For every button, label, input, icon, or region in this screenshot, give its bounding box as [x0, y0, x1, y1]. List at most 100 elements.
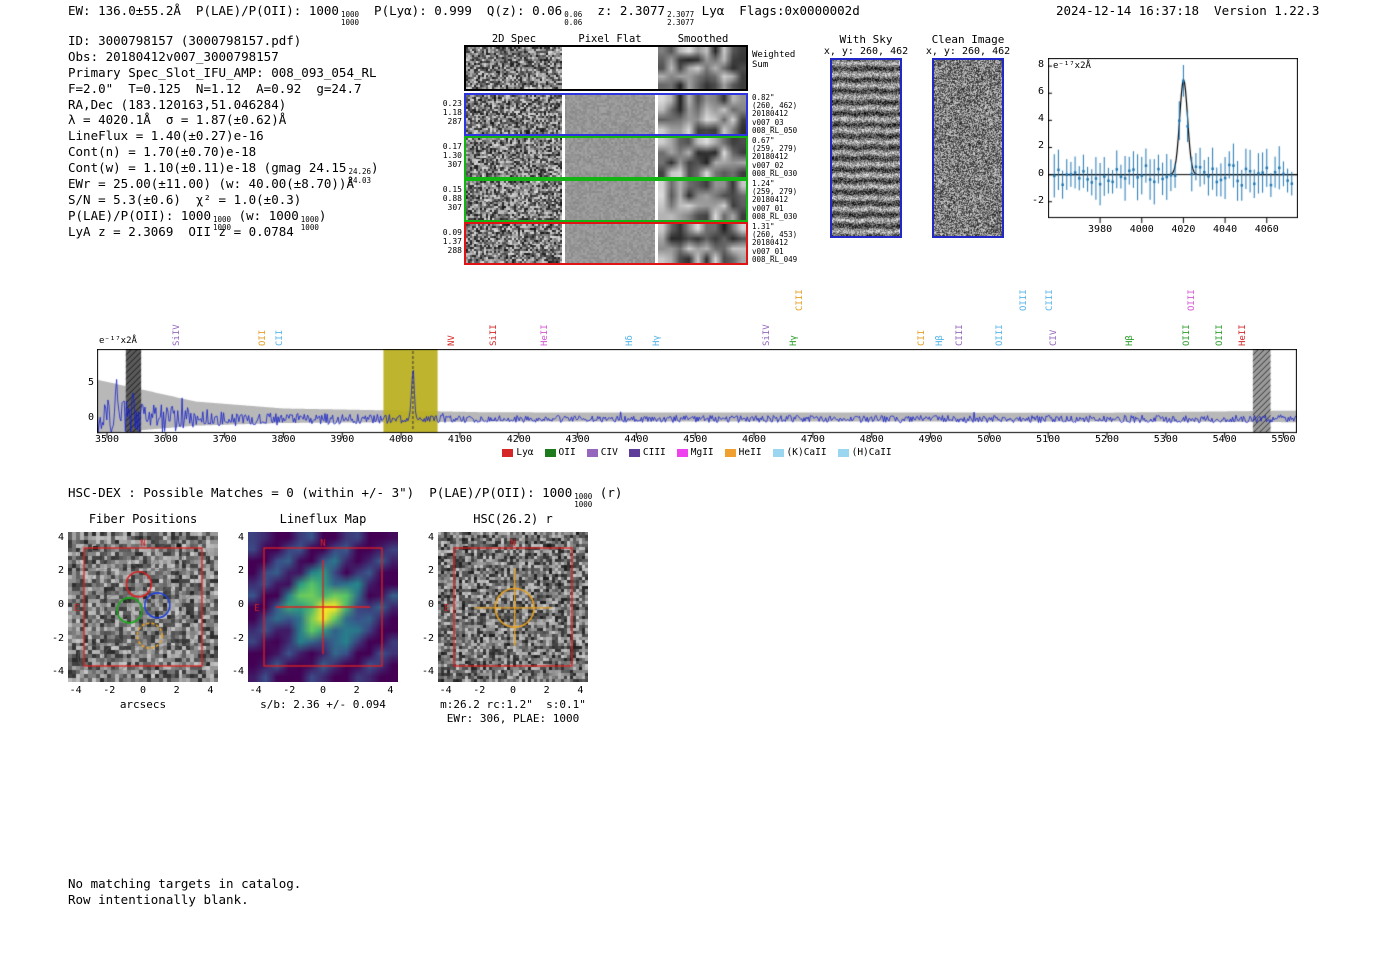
axis-tick-label: 0: [87, 412, 94, 423]
info-line: Obs: 20180412v007_3000798157: [68, 49, 379, 65]
pixelflat-image: [565, 95, 655, 134]
legend-swatch: [628, 448, 640, 457]
text-segment: Obs: 20180412v007_3000798157: [68, 48, 279, 64]
smoothed-image: [658, 224, 746, 263]
axis-tick-label: 4: [577, 685, 584, 696]
spec2d-row: [464, 222, 748, 265]
text-segment: Lyα Flags:0x0000002d: [694, 3, 860, 18]
row-annotation-line: 20180412: [752, 152, 789, 162]
axis-tick-label: 4: [387, 685, 394, 696]
withsky-image: [830, 58, 902, 238]
row-annotation: 1.31" (260, 453) 20180412 v007_01 008_RL_049: [752, 222, 832, 264]
axis-tick-label: -4: [69, 685, 82, 696]
text-segment: Cont(w) = 1.10(±0.11)e-18 (gmag 24.15: [68, 160, 347, 176]
axis-tick-label: 4300: [565, 434, 590, 445]
spec2d-image: [466, 224, 562, 263]
emission-line-label: SiII: [489, 324, 500, 346]
emission-line-label: HeII: [1237, 324, 1248, 346]
axis-tick-label: 4040: [1213, 224, 1238, 235]
hsc-r-cutout: [438, 532, 588, 682]
text-segment: Cont(n) = 1.70(±0.70)e-18: [68, 144, 257, 160]
axis-tick-label: 5000: [977, 434, 1002, 445]
legend-entry: (K)CaII: [772, 447, 827, 458]
row-annotation-line: 20180412: [752, 109, 789, 119]
row-annotation-line: 1.24": [752, 179, 775, 188]
info-line: ID: 3000798157 (3000798157.pdf): [68, 33, 379, 49]
withsky-title: With Sky: [839, 33, 893, 46]
col-title-smoothed: Smoothed: [677, 33, 729, 45]
row-stat-value: 0.23: [442, 99, 462, 108]
legend-swatch: [502, 448, 514, 457]
stacked-uncertainty: 1000 1000: [300, 214, 319, 233]
axis-tick-label: 0: [139, 685, 147, 696]
lineflux-map-caption: s/b: 2.36 +/- 0.094: [260, 698, 386, 711]
text-segment: P(Lyα): 0.999 Q(z): 0.06: [359, 3, 563, 18]
text-segment: ): [318, 207, 327, 223]
axis-tick-label: 5200: [1094, 434, 1120, 445]
pixelflat-image: [565, 138, 655, 177]
spec2d-row: [464, 179, 748, 222]
row-annotation-line: 008_RL_050: [752, 125, 798, 135]
text-segment: Primary Spec_Slot_IFU_AMP: 008_093_054_R…: [68, 64, 377, 80]
pixelflat-blank: [565, 47, 655, 89]
row-stats: 0.23 1.18 287: [436, 99, 462, 126]
axis-tick-label: 4100: [447, 434, 472, 445]
axis-tick-label: 4200: [506, 434, 531, 445]
footer-line-2: Row intentionally blank.: [68, 892, 249, 907]
legend-label: (K)CaII: [786, 447, 827, 458]
legend-swatch: [586, 448, 598, 457]
row-annotation-line: (259, 279): [752, 144, 798, 154]
col-title-pixelflat: Pixel Flat: [578, 33, 642, 45]
hsc-cutout-title: HSC(26.2) r: [473, 512, 553, 526]
clean-image: [932, 58, 1004, 238]
axis-tick-label: 0: [319, 685, 327, 696]
spec2d-row: [464, 93, 748, 136]
emission-line-label: OIII: [1186, 289, 1197, 311]
axis-tick-label: -2: [473, 685, 486, 696]
axis-tick-label: 4000: [1129, 224, 1154, 235]
emission-line-label: OIII: [1019, 289, 1030, 311]
row-annotation-line: 1.31": [752, 222, 775, 231]
legend-swatch: [837, 448, 849, 457]
emission-line-label: Hγ: [652, 335, 663, 346]
catalog-match-header: HSC-DEX : Possible Matches = 0 (within +…: [68, 485, 622, 510]
text-segment: λ = 4020.1Å σ = 1.87(±0.62)Å: [68, 112, 287, 128]
axis-tick-label: 4400: [624, 434, 649, 445]
row-annotation-line: v007_01: [752, 246, 784, 256]
row-annotation-line: 20180412: [752, 238, 789, 248]
row-annotation-line: 008_RL_030: [752, 211, 798, 221]
text-segment: HSC-DEX : Possible Matches = 0 (within +…: [68, 485, 573, 500]
axis-tick-label: 4: [57, 531, 64, 543]
axis-tick-label: -2: [231, 632, 244, 644]
info-line: Primary Spec_Slot_IFU_AMP: 008_093_054_R…: [68, 65, 379, 81]
row-stat-value: 0.09: [442, 228, 462, 237]
axis-tick-label: -2: [103, 685, 116, 696]
row-stat-value: 0.15: [442, 185, 462, 194]
emission-line-label: CII: [274, 329, 285, 346]
legend-swatch: [544, 448, 556, 457]
fiber-positions-cutout: [68, 532, 218, 682]
axis-tick-label: 2: [1037, 140, 1044, 152]
emission-line-label: OIII: [1182, 324, 1193, 346]
text-segment: S/N = 5.3(±0.6) χ² = 1.0(±0.3): [68, 191, 302, 207]
row-annotation: 0.82" (260, 462) 20180412 v007_03 008_RL_050: [752, 93, 832, 135]
info-line: EWr = 25.00(±11.00) (w: 40.00(±8.70))Å: [68, 176, 379, 192]
axis-tick-label: 4: [237, 531, 244, 543]
row-stat-value: 0.17: [442, 142, 462, 151]
info-line: LineFlux = 1.40(±0.27)e-16: [68, 128, 379, 144]
stacked-uncertainty: 2.3077 2.3077: [667, 10, 695, 28]
axis-tick-label: 4: [1037, 113, 1044, 125]
line-fit-inset-chart: [1048, 58, 1298, 224]
axis-tick-label: 4020: [1171, 224, 1196, 235]
legend-entry: OII: [544, 447, 576, 458]
legend-entry: HeII: [724, 447, 762, 458]
axis-tick-label: 5500: [1271, 434, 1296, 445]
emission-line-label: CII: [916, 329, 927, 346]
hsc-caption-1: m:26.2 rc:1.2" s:0.1": [440, 698, 586, 711]
stacked-uncertainty: 1000 1000: [213, 214, 232, 233]
axis-tick-label: -4: [51, 666, 64, 678]
axis-tick-label: 0: [57, 599, 64, 610]
row-annotation-line: (260, 453): [752, 230, 798, 240]
axis-tick-label: 6: [1037, 86, 1044, 98]
info-line: P(LAE)/P(OII): 1000 1000 1000 (w: 1000 1000…: [68, 207, 379, 232]
